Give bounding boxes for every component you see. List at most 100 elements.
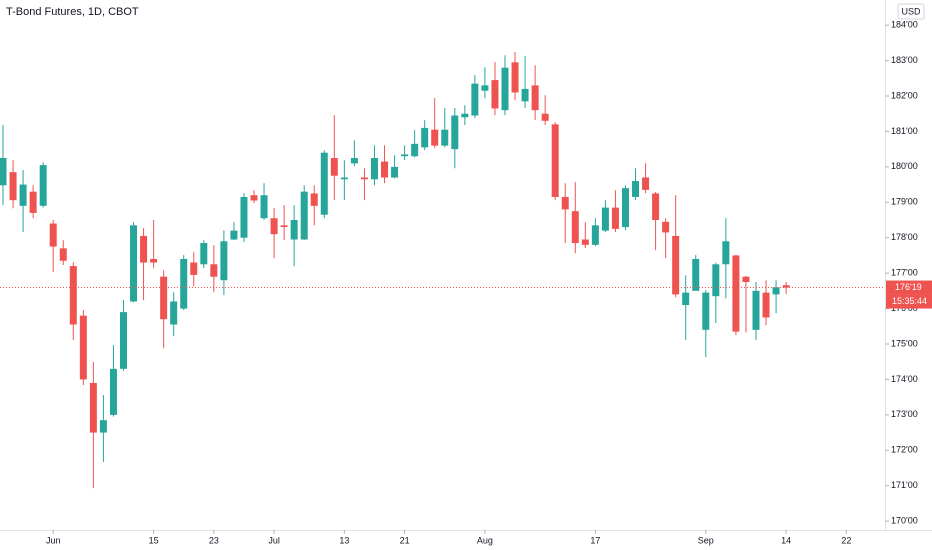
candle-body	[401, 154, 409, 157]
y-tick-label: 171'00	[891, 480, 918, 490]
y-tick-label: 179'00	[891, 197, 918, 207]
y-tick-label: 181'00	[891, 126, 918, 136]
candle-body	[0, 158, 7, 186]
candle-body	[441, 129, 449, 146]
y-tick-label: 173'00	[891, 409, 918, 419]
candle-body	[370, 158, 378, 180]
x-tick-label: 21	[400, 535, 410, 545]
y-tick-label: 178'00	[891, 232, 918, 242]
candle-body	[330, 158, 338, 176]
candle-body	[591, 225, 599, 245]
x-tick-label: Aug	[477, 535, 493, 545]
y-tick-label: 175'00	[891, 338, 918, 348]
candle-body	[732, 255, 740, 332]
candle-body	[250, 195, 258, 201]
candle-body	[160, 276, 168, 320]
candle-body	[652, 193, 660, 221]
candle-body	[260, 195, 268, 219]
candle-body	[561, 196, 569, 210]
candle-body	[210, 264, 218, 277]
candle-body	[69, 266, 77, 325]
candle-body	[752, 290, 760, 330]
candle-body	[491, 80, 499, 109]
candle-body	[772, 287, 780, 295]
x-tick-label: 22	[841, 535, 851, 545]
candle-body	[762, 292, 770, 318]
candle-body	[702, 292, 710, 330]
y-tick-label: 180'00	[891, 161, 918, 171]
candle-body	[431, 129, 439, 146]
candle-body	[391, 166, 399, 178]
candle-body	[611, 207, 619, 229]
candle-body	[672, 235, 680, 295]
x-tick-label: Jul	[268, 535, 280, 545]
candle-body	[601, 207, 609, 231]
candle-body	[421, 127, 429, 148]
candle-body	[290, 220, 298, 240]
candle-body	[320, 152, 328, 215]
plot-area	[0, 52, 790, 489]
candle-body	[461, 113, 469, 118]
candle-body	[581, 239, 589, 245]
countdown-tag	[886, 294, 932, 309]
candle-body	[782, 285, 790, 288]
candle-body	[190, 262, 198, 275]
candle-body	[9, 172, 17, 201]
candle-body	[621, 188, 629, 228]
x-tick-label: 15	[149, 535, 159, 545]
candle-body	[340, 177, 348, 180]
candle-body	[682, 292, 690, 306]
candle-body	[411, 143, 419, 157]
candle-body	[451, 115, 459, 150]
candle-body	[19, 184, 27, 206]
candle-body	[541, 113, 549, 121]
candle-body	[59, 248, 67, 261]
last-price-label: 176'19	[895, 282, 922, 292]
candle-body	[79, 315, 87, 380]
candle-body	[551, 124, 559, 197]
candle-body	[481, 85, 489, 91]
candle-body	[662, 221, 670, 233]
candle-body	[350, 158, 358, 164]
candle-body	[360, 177, 368, 180]
candle-body	[109, 368, 117, 415]
y-tick-label: 170'00	[891, 516, 918, 526]
candle-body	[531, 85, 539, 111]
candle-body	[521, 88, 529, 102]
candle-body	[180, 258, 188, 309]
x-tick-label: Sep	[698, 535, 714, 545]
candle-body	[712, 264, 720, 297]
candle-body	[89, 382, 97, 433]
candle-body	[501, 67, 509, 111]
countdown-label: 15:35:44	[892, 296, 927, 306]
candle-body	[381, 161, 389, 178]
y-tick-label: 172'00	[891, 445, 918, 455]
x-tick-label: 23	[209, 535, 219, 545]
candle-body	[230, 230, 238, 240]
candle-body	[99, 420, 107, 433]
x-tick-label: 14	[781, 535, 791, 545]
y-tick-label: 177'00	[891, 268, 918, 278]
last-price-tag	[886, 280, 932, 295]
currency-label[interactable]: USD	[901, 6, 921, 16]
x-tick-label: Jun	[46, 535, 61, 545]
currency-box[interactable]	[897, 3, 925, 20]
candle-body	[39, 165, 47, 206]
candle-body	[571, 211, 579, 244]
x-tick-label: 17	[590, 535, 600, 545]
candle-body	[722, 241, 730, 265]
candle-body	[200, 243, 208, 265]
x-tick-label: 13	[339, 535, 349, 545]
candle-body	[150, 258, 158, 263]
candle-body	[119, 312, 127, 369]
y-tick-label: 182'00	[891, 90, 918, 100]
candle-body	[49, 223, 57, 247]
candle-body	[642, 177, 650, 190]
candle-body	[170, 301, 178, 325]
candle-body	[29, 191, 37, 213]
candle-body	[310, 193, 318, 206]
candle-body	[511, 62, 519, 93]
candle-body	[692, 258, 700, 291]
y-tick-label: 183'00	[891, 55, 918, 65]
